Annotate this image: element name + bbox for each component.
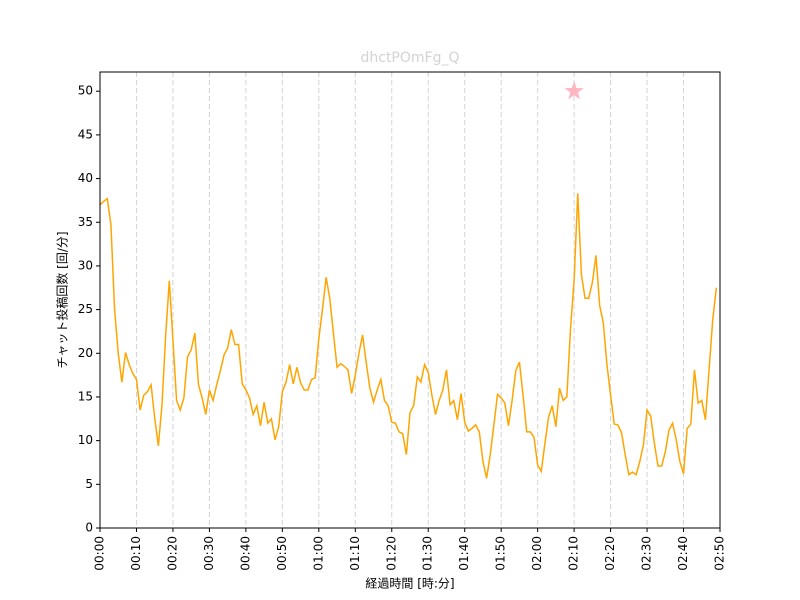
x-tick-label: 01:00	[311, 536, 325, 571]
y-tick-label: 40	[78, 171, 93, 185]
chart-title: dhctPOmFg_Q	[360, 50, 459, 66]
y-tick-label: 50	[78, 84, 93, 98]
x-tick-label: 02:10	[567, 536, 581, 571]
y-tick-label: 30	[78, 258, 93, 272]
x-tick-label: 01:30	[421, 536, 435, 571]
y-tick-label: 35	[78, 215, 93, 229]
y-tick-label: 5	[85, 477, 93, 491]
plot-frame	[99, 71, 721, 529]
x-tick-label: 01:10	[348, 536, 362, 571]
x-tick-label: 01:50	[494, 536, 508, 571]
x-tick-label: 02:40	[676, 536, 690, 571]
x-tick-label: 02:20	[603, 536, 617, 571]
y-tick-label: 45	[78, 127, 93, 141]
x-tick-label: 02:30	[640, 536, 654, 571]
line	[99, 193, 718, 479]
x-tick-label: 00:20	[165, 536, 179, 571]
y-tick-label: 20	[78, 346, 93, 360]
x-tick-label: 01:20	[384, 536, 398, 571]
y-tick-label: 0	[85, 521, 93, 535]
star-marker	[564, 81, 584, 100]
x-tick-label: 01:40	[457, 536, 471, 571]
y-tick-label: 15	[78, 389, 93, 403]
x-tick-label: 00:00	[93, 536, 107, 571]
x-tick-label: 00:50	[275, 536, 289, 571]
y-tick-label: 25	[78, 302, 93, 316]
x-tick-label: 02:50	[713, 536, 727, 571]
x-tick-label: 00:30	[202, 536, 216, 571]
x-tick-label: 00:10	[129, 536, 143, 571]
y-axis-label: チャット投稿回数 [回/分]	[55, 231, 70, 368]
y-tick-label: 10	[78, 433, 93, 447]
x-tick-label: 00:40	[238, 536, 252, 571]
x-axis-label: 経過時間 [時:分]	[365, 577, 454, 591]
x-tick-label: 02:00	[530, 536, 544, 571]
